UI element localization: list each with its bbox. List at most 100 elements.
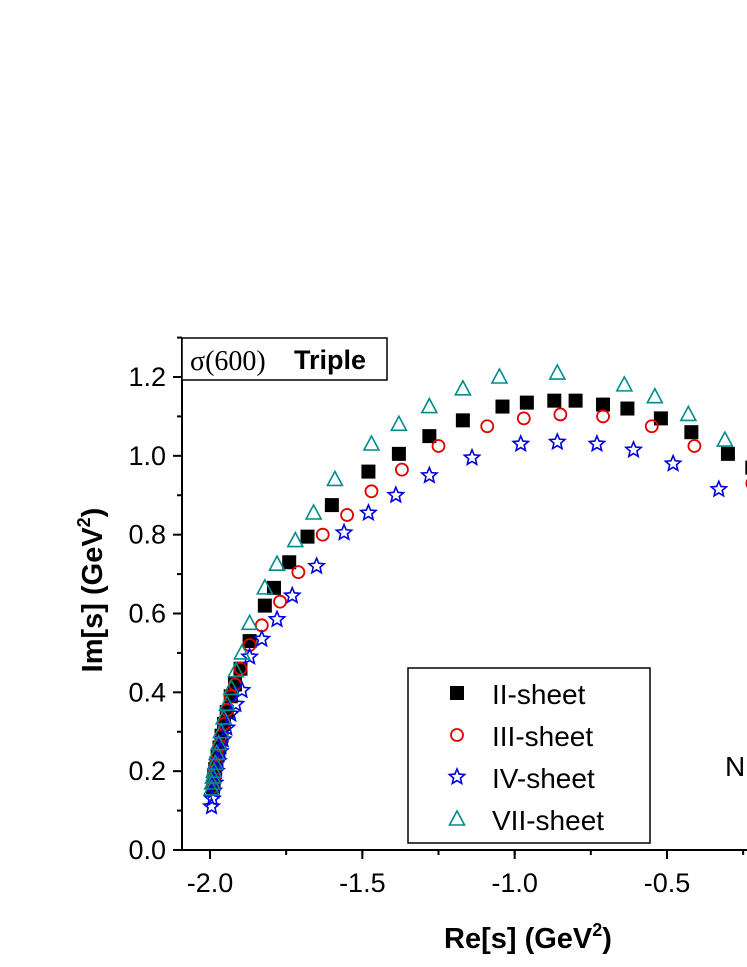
x-tick-label: -0.5 bbox=[644, 868, 691, 898]
x-tick-label: -1.5 bbox=[339, 868, 386, 898]
data-point bbox=[454, 379, 472, 396]
legend-marker bbox=[447, 766, 467, 786]
legend-label: VII-sheet bbox=[492, 805, 604, 836]
data-point bbox=[495, 399, 510, 414]
data-point bbox=[307, 556, 327, 575]
data-point bbox=[203, 773, 221, 790]
data-point bbox=[291, 565, 306, 580]
data-point bbox=[304, 503, 323, 520]
legend-label: II-sheet bbox=[492, 679, 586, 710]
data-point bbox=[257, 598, 272, 613]
series-vii-sheet bbox=[202, 363, 734, 796]
data-point bbox=[644, 419, 659, 434]
data-point bbox=[395, 462, 409, 477]
y-tick-label: 0.2 bbox=[128, 756, 166, 786]
data-point bbox=[214, 708, 233, 725]
data-point bbox=[227, 660, 245, 678]
data-point bbox=[240, 613, 259, 631]
corner-annotation: N bbox=[725, 751, 745, 782]
data-point bbox=[207, 743, 226, 761]
data-point bbox=[596, 397, 611, 412]
data-point bbox=[324, 498, 339, 513]
data-point bbox=[645, 387, 664, 404]
data-point bbox=[679, 404, 698, 422]
data-point bbox=[391, 446, 406, 461]
data-point bbox=[334, 522, 354, 541]
plot-area bbox=[201, 363, 747, 815]
x-axis-title: Re[s] (GeV2) bbox=[444, 920, 612, 955]
legend: II-sheet III-sheet IV-sheet VII-sheet bbox=[407, 667, 651, 844]
data-point bbox=[233, 643, 251, 660]
data-point bbox=[252, 629, 272, 648]
y-axis-title: Im[s] (GeV2) bbox=[74, 508, 109, 673]
data-point bbox=[548, 363, 567, 380]
legend-marker bbox=[450, 686, 464, 700]
data-point bbox=[386, 485, 406, 504]
data-point bbox=[315, 527, 330, 542]
x-tick-label: -1.0 bbox=[491, 868, 538, 898]
data-point bbox=[232, 680, 252, 699]
data-point bbox=[596, 409, 610, 424]
data-point bbox=[340, 508, 355, 522]
data-point bbox=[709, 479, 729, 498]
data-point bbox=[516, 411, 531, 426]
y-tick-label: 1.0 bbox=[128, 441, 166, 471]
data-point bbox=[490, 367, 509, 384]
data-point bbox=[623, 439, 644, 459]
data-point bbox=[212, 722, 230, 739]
annotation-frame bbox=[181, 337, 388, 381]
data-point bbox=[282, 555, 297, 570]
annotation-symbol: σ(600) bbox=[190, 346, 266, 377]
data-point bbox=[209, 733, 228, 751]
y-tick-label: 1.2 bbox=[128, 362, 166, 392]
annotation-label: Triple bbox=[294, 345, 366, 375]
data-point bbox=[268, 554, 286, 572]
data-point bbox=[242, 634, 257, 649]
data-point bbox=[202, 779, 221, 796]
data-point bbox=[286, 530, 305, 548]
data-point bbox=[206, 753, 225, 771]
annotation-box: σ(600) Triple bbox=[181, 337, 388, 381]
data-point bbox=[282, 585, 302, 604]
y-tick-label: 0.6 bbox=[128, 599, 166, 629]
data-point bbox=[684, 425, 699, 440]
data-point bbox=[233, 661, 248, 676]
data-point bbox=[615, 375, 634, 392]
data-point bbox=[480, 419, 495, 434]
data-point bbox=[256, 578, 274, 595]
data-point bbox=[242, 638, 257, 652]
data-point bbox=[462, 447, 482, 466]
data-point bbox=[587, 433, 607, 453]
data-point bbox=[420, 396, 439, 414]
data-point bbox=[419, 465, 439, 484]
data-point bbox=[390, 414, 408, 432]
data-point bbox=[620, 401, 635, 416]
data-point bbox=[218, 694, 236, 711]
data-point bbox=[547, 393, 562, 408]
axes bbox=[181, 338, 747, 851]
data-point bbox=[273, 594, 287, 609]
data-point bbox=[364, 484, 379, 499]
y-tick-label: 0.8 bbox=[128, 520, 166, 550]
data-point bbox=[205, 761, 223, 778]
data-point bbox=[745, 460, 747, 475]
data-point bbox=[431, 439, 446, 453]
data-point bbox=[511, 433, 531, 453]
data-point bbox=[568, 393, 583, 408]
data-point bbox=[745, 479, 747, 488]
data-point bbox=[362, 434, 381, 451]
data-point bbox=[422, 429, 437, 444]
legend-label: IV-sheet bbox=[492, 763, 595, 794]
data-point bbox=[240, 646, 260, 666]
y-tick-label: 0.0 bbox=[128, 835, 166, 865]
data-point bbox=[720, 446, 735, 461]
data-point bbox=[687, 439, 702, 453]
legend-label: III-sheet bbox=[492, 721, 593, 752]
data-point bbox=[455, 413, 470, 428]
data-point bbox=[222, 678, 241, 696]
y-tick-label: 0.4 bbox=[128, 677, 166, 707]
data-point bbox=[519, 395, 534, 410]
legend-marker bbox=[450, 728, 464, 742]
data-point bbox=[358, 502, 379, 522]
